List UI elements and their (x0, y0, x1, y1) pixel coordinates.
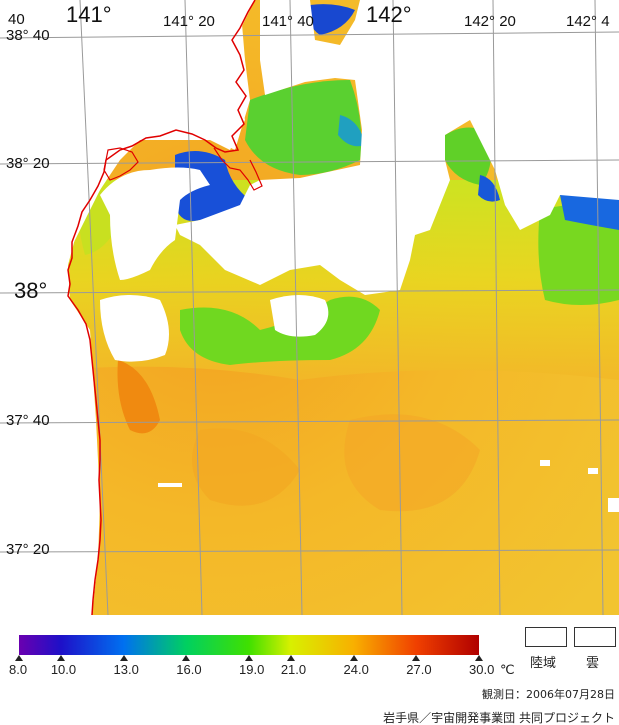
colorbar-tick-label: 16.0 (176, 662, 202, 677)
cloud-spot-1 (158, 483, 182, 487)
land-region (0, 0, 255, 615)
lon-line-2 (184, 0, 203, 615)
sea-surface-temperature-map (0, 0, 619, 615)
colorbar-tick-label: 19.0 (239, 662, 265, 677)
cloud-region-top-center (175, 0, 619, 295)
land-key-box (525, 627, 567, 647)
warm-patch-south (192, 428, 300, 506)
lat-label-38-20: 38° 20 (6, 155, 50, 172)
lat-label-37-20: 37° 20 (6, 541, 50, 558)
credit-line: 岩手県／宇宙開発事業団 共同プロジェクト (383, 711, 615, 725)
lat-line-3 (0, 289, 619, 294)
cloud-spot-3 (588, 468, 598, 474)
colorbar-tick-label: 24.0 (343, 662, 369, 677)
lat-label-38: 38° (14, 278, 48, 303)
lon-line-1 (79, 0, 109, 615)
colorbar-tick (412, 655, 421, 661)
blue-patch-bay (175, 151, 250, 221)
lat-label-37-40: 37° 40 (6, 412, 50, 429)
lon-line-3 (289, 0, 303, 615)
lon-label-142-40: 142° 4 (566, 13, 610, 30)
lat-line-2 (0, 159, 619, 165)
observation-date: 観測日：2006年07月28日 (482, 688, 615, 701)
lon-line-5 (492, 0, 501, 615)
coastline (67, 0, 256, 615)
cloud-key-label: 雲 (586, 656, 600, 671)
cloud-region-gulf-center (270, 295, 329, 337)
legend: ℃ 陸域 雲 観測日：2006年07月28日 岩手県／宇宙開発事業団 共同プロジ… (0, 615, 619, 725)
unit-label: ℃ (500, 662, 515, 677)
colorbar-tick-label: 21.0 (280, 662, 307, 677)
colorbar-tick (56, 655, 65, 661)
blue-patch-east-cloud-edge (478, 175, 500, 202)
colorbar-tick-label: 13.0 (113, 662, 139, 677)
lon-line-6 (594, 0, 604, 615)
blue-patch-north (308, 4, 355, 35)
lon-label-142-20: 142° 20 (464, 13, 516, 30)
lat-label-38-40: 38° 40 (6, 27, 50, 44)
cloud-region-bay (100, 167, 210, 280)
cloud-spot-4 (608, 498, 619, 512)
warm-patch-east (344, 414, 480, 512)
lon-line-4 (392, 0, 403, 615)
coastline-peninsula (213, 147, 263, 191)
colorbar-tick (349, 655, 358, 661)
temperature-colorbar (19, 635, 479, 655)
lat-line-5 (0, 549, 619, 553)
lon-label-141-20: 141° 20 (163, 13, 215, 30)
colorbar-tick (475, 655, 483, 661)
warm-coastal-patch (117, 360, 160, 434)
lat-line-1 (0, 31, 619, 39)
lon-label-142: 142° (366, 2, 412, 27)
colorbar-tick-label: 8.0 (9, 662, 28, 677)
colorbar-tick-label: 10.0 (50, 662, 77, 677)
lat-line-4 (0, 419, 619, 424)
lon-label-141: 141° (66, 2, 112, 27)
lat-label-40: 40 (8, 11, 25, 28)
cloud-key-box (574, 627, 616, 647)
colorbar-tick-label: 27.0 (406, 662, 432, 677)
colorbar-tick (15, 655, 23, 661)
cloud-region-gulf-left (100, 295, 169, 362)
colorbar-tick-label: 30.0 (469, 662, 495, 677)
colorbar-tick (182, 655, 191, 661)
blue-patch-far-east (560, 193, 619, 230)
colorbar-tick (286, 655, 295, 661)
cloud-spot-2 (540, 460, 550, 466)
teal-patch (338, 115, 365, 147)
green-patch-north (245, 80, 362, 175)
green-patch-east (445, 127, 492, 185)
lon-label-141-40: 141° 40 (262, 13, 314, 30)
graticule (0, 0, 619, 615)
land-key-label: 陸域 (530, 656, 557, 671)
colorbar-tick (245, 655, 253, 661)
colorbar-tick (119, 655, 128, 661)
coastline-bay-inlet (103, 147, 139, 181)
